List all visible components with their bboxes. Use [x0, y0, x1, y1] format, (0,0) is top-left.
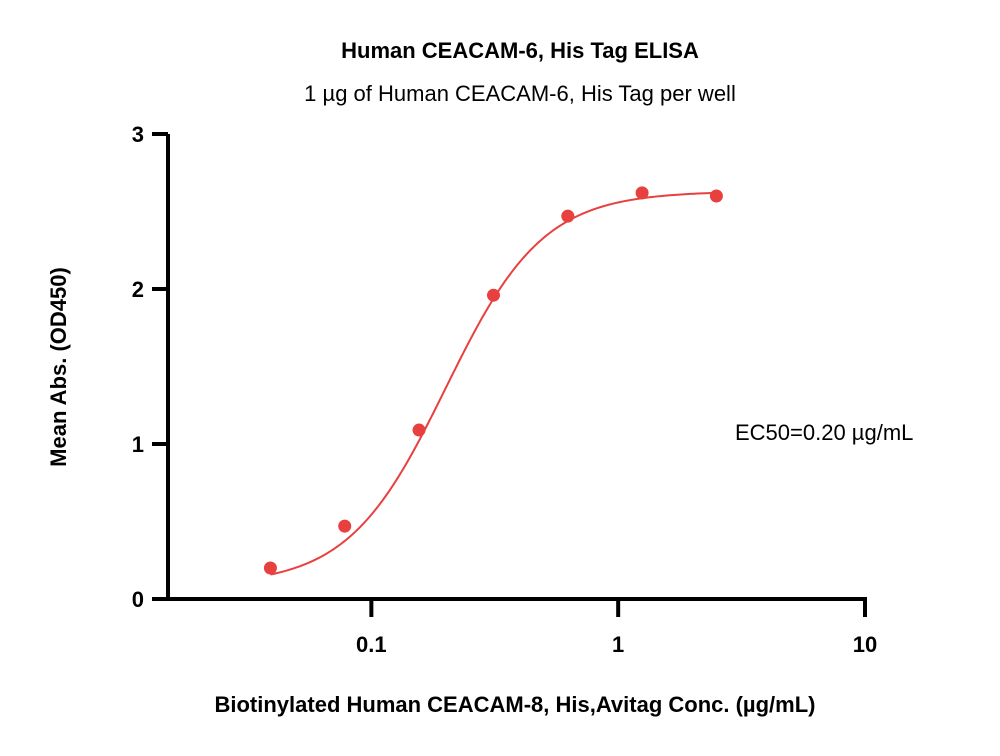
data-point: [486, 288, 500, 302]
y-axis-title: Mean Abs. (OD450): [46, 267, 71, 467]
x-axis-title: Biotinylated Human CEACAM-8, His,Avitag …: [214, 692, 815, 717]
y-tick-label: 3: [132, 122, 144, 147]
fit-curve-group: [270, 191, 717, 576]
fit-curve: [270, 191, 717, 576]
y-tick-label: 0: [132, 587, 144, 612]
ec50-annotation: EC50=0.20 µg/mL: [735, 420, 913, 445]
y-tick-label: 1: [132, 432, 144, 457]
x-tick-label: 10: [853, 632, 877, 657]
ticks: 0 1 2 3 0.1 1 10: [132, 122, 877, 657]
data-point: [412, 423, 426, 437]
x-tick-label: 0.1: [356, 632, 387, 657]
data-point: [263, 561, 277, 575]
data-point: [709, 189, 723, 203]
chart-title: Human CEACAM-6, His Tag ELISA: [341, 38, 699, 63]
axes: [166, 134, 867, 601]
x-tick-label: 1: [612, 632, 624, 657]
data-point: [635, 186, 649, 200]
y-tick-label: 2: [132, 277, 144, 302]
data-point: [338, 519, 352, 533]
data-points: [263, 186, 723, 575]
chart-subtitle: 1 µg of Human CEACAM-6, His Tag per well: [304, 81, 736, 106]
data-point: [561, 209, 575, 223]
